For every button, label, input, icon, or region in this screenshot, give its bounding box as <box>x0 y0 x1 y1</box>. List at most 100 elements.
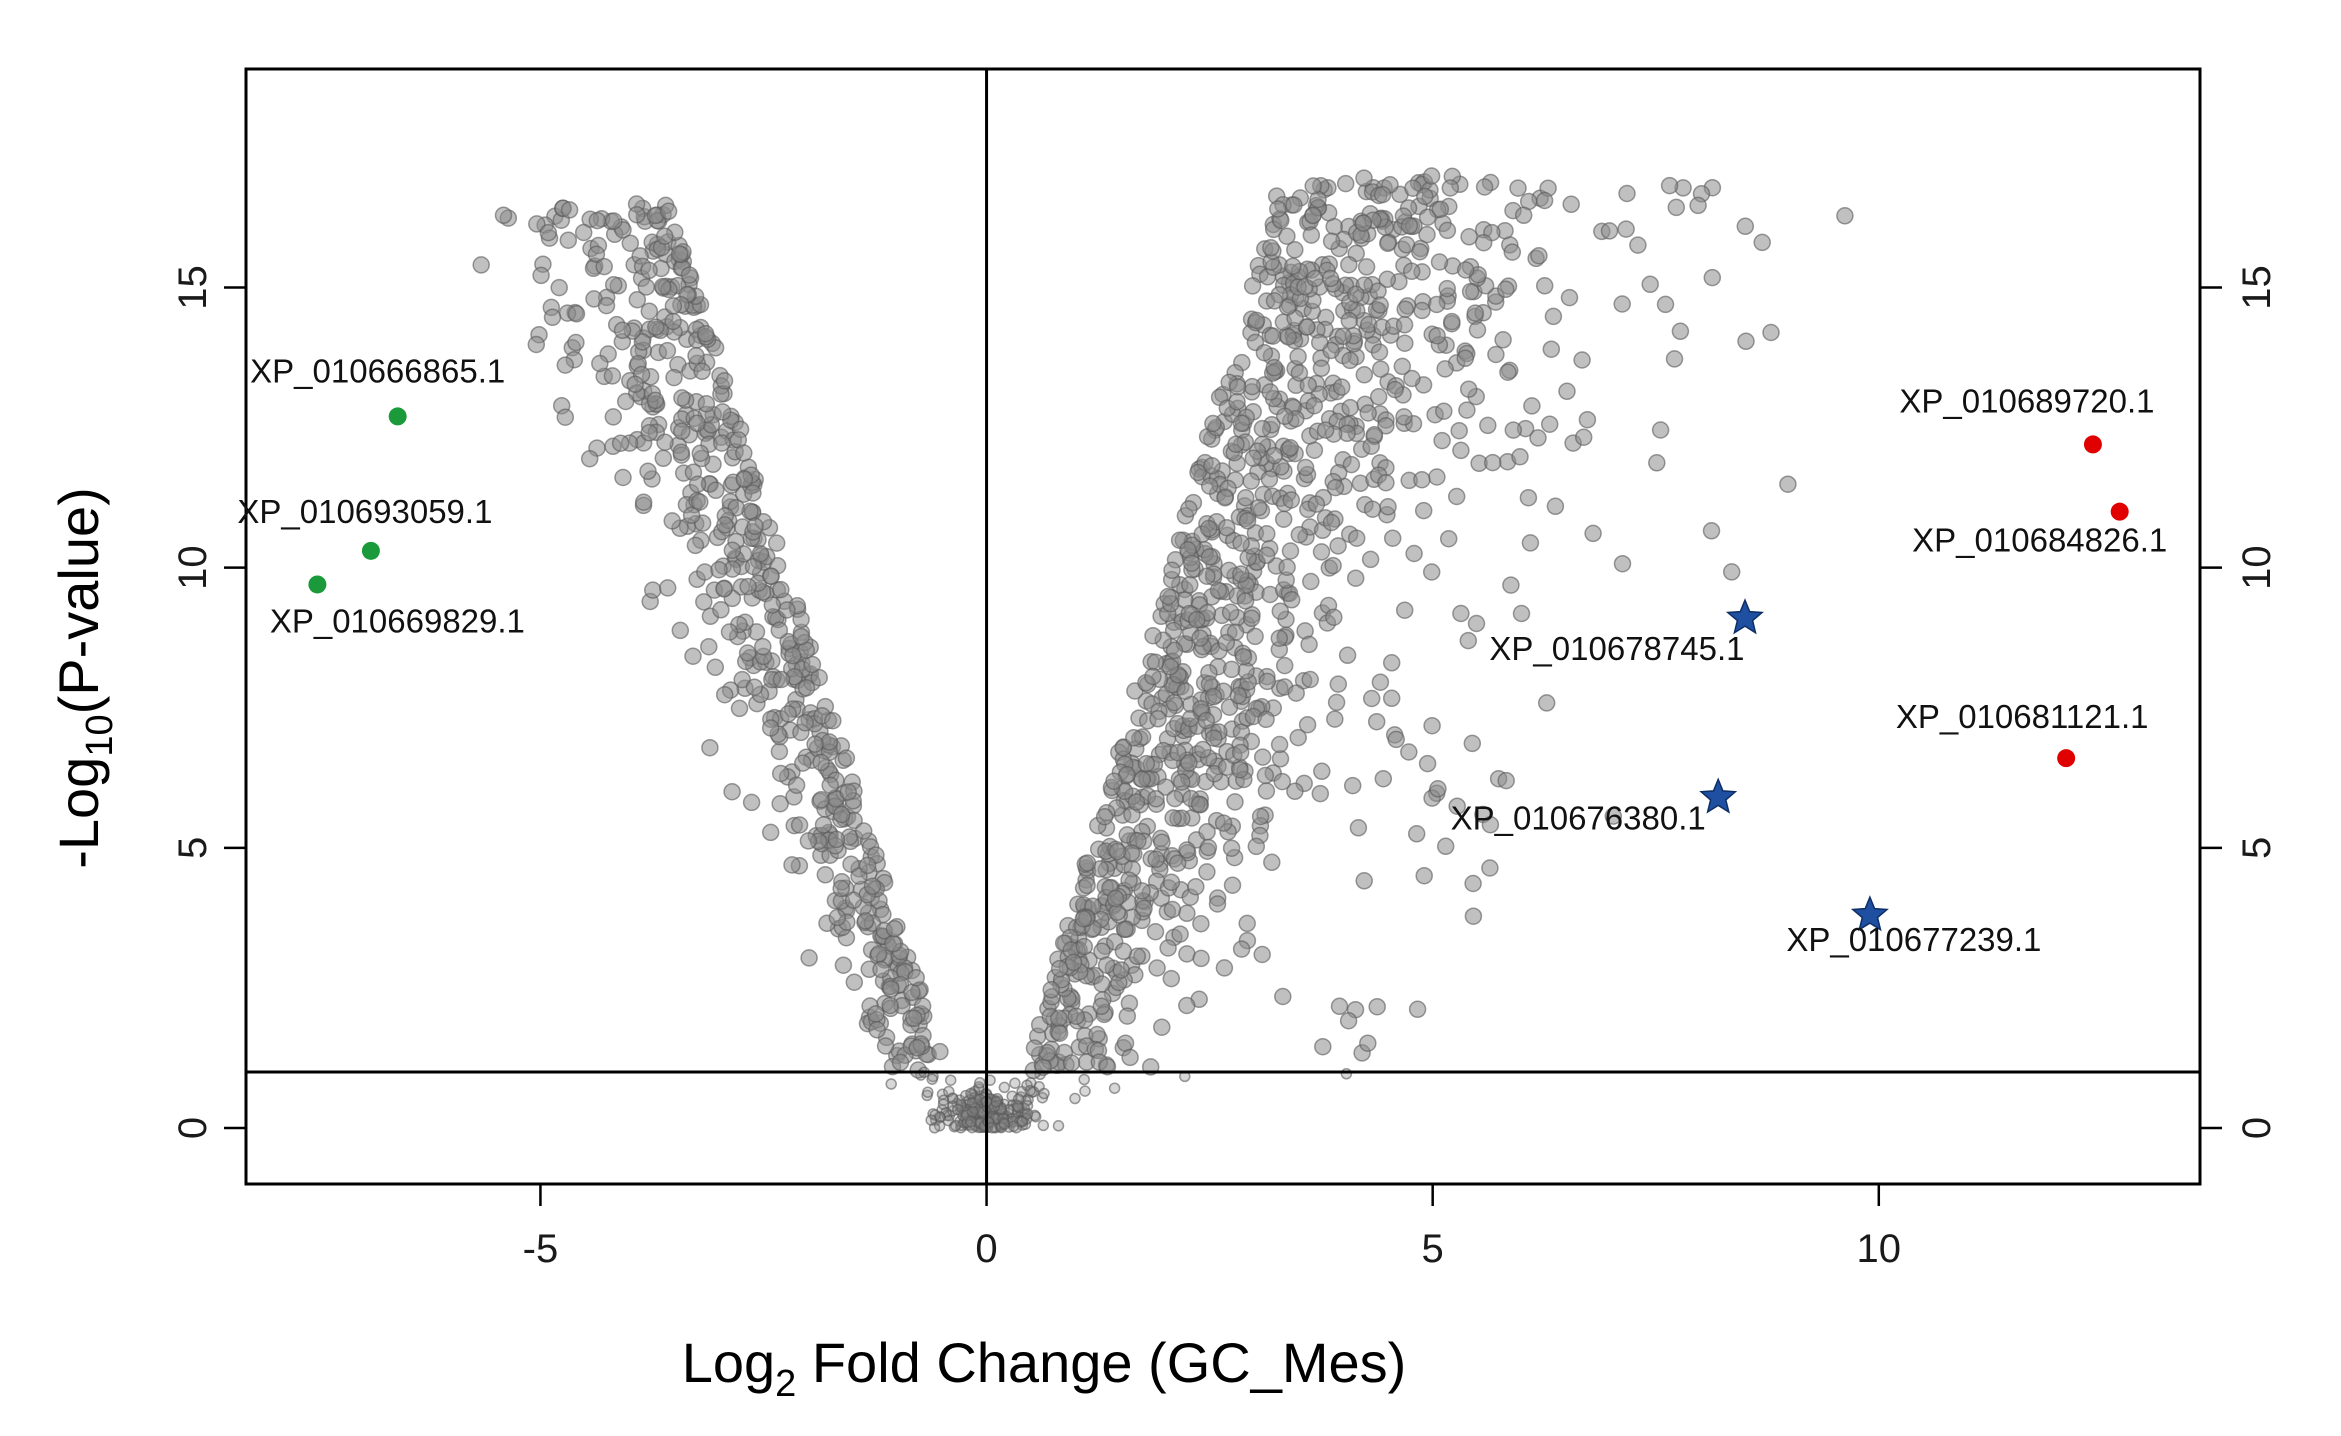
data-point <box>1274 987 1292 1006</box>
data-point <box>744 484 762 502</box>
data-point <box>1164 809 1182 827</box>
data-point <box>1247 837 1266 856</box>
data-point <box>1322 513 1341 532</box>
data-point <box>1422 563 1441 581</box>
data-point <box>797 679 816 697</box>
data-point <box>1223 876 1242 894</box>
data-point <box>1256 766 1275 785</box>
data-point <box>1377 473 1395 492</box>
data-point <box>1153 1018 1171 1036</box>
data-point <box>1236 592 1255 610</box>
data-point <box>1433 431 1451 450</box>
data-point <box>1257 710 1275 729</box>
data-point <box>687 347 705 365</box>
data-point <box>1016 1116 1028 1128</box>
data-point <box>715 372 734 390</box>
data-point <box>1050 1024 1069 1042</box>
data-point <box>1042 981 1060 999</box>
data-point <box>1418 754 1437 773</box>
data-point <box>1163 561 1181 580</box>
data-point <box>767 534 786 552</box>
data-point <box>1282 591 1301 609</box>
x-tick-label: -5 <box>523 1227 559 1271</box>
data-point <box>1689 196 1707 215</box>
data-point <box>1050 1009 1068 1028</box>
data-point <box>682 506 701 525</box>
data-point <box>1383 529 1402 547</box>
data-point <box>1052 1120 1065 1132</box>
data-point <box>1535 191 1554 210</box>
data-point <box>1243 277 1262 295</box>
data-point <box>1209 581 1228 600</box>
data-point <box>812 790 830 809</box>
data-point <box>990 1096 1003 1108</box>
data-point <box>1341 351 1359 370</box>
data-point <box>1231 760 1249 779</box>
data-point <box>998 1118 1011 1131</box>
data-point <box>1468 321 1487 339</box>
data-point <box>1753 233 1771 252</box>
data-point <box>654 449 673 468</box>
data-point <box>720 623 739 641</box>
data-point <box>556 408 575 426</box>
data-point <box>1282 491 1301 509</box>
plot-frame <box>244 67 2202 1186</box>
data-point <box>1537 694 1556 712</box>
data-point <box>706 658 725 677</box>
data-point <box>1651 421 1670 439</box>
data-point <box>1371 296 1389 314</box>
data-point <box>1395 601 1414 619</box>
data-point <box>1443 312 1461 331</box>
data-point <box>1258 525 1276 543</box>
data-point <box>1021 1108 1034 1120</box>
data-point <box>735 470 754 489</box>
data-point <box>1231 743 1250 762</box>
data-point <box>644 581 662 599</box>
data-point <box>1428 468 1446 486</box>
data-point <box>1604 807 1623 825</box>
data-point <box>944 1074 957 1086</box>
data-point <box>837 749 856 767</box>
data-point <box>832 805 851 824</box>
data-point <box>1343 776 1362 795</box>
data-point <box>1452 441 1470 460</box>
data-point <box>1260 470 1279 488</box>
point-label: XP_010684826.1 <box>1912 522 2167 559</box>
data-point <box>1456 261 1475 279</box>
data-point <box>628 205 646 224</box>
data-point <box>1163 900 1182 919</box>
data-point <box>1232 414 1251 433</box>
data-point <box>1299 376 1318 394</box>
data-point <box>868 1021 886 1039</box>
data-point <box>1232 534 1250 552</box>
highlighted-star-point <box>1725 598 1764 635</box>
data-point <box>707 481 725 500</box>
data-point <box>1194 740 1212 759</box>
data-point <box>730 699 749 718</box>
data-point <box>922 1086 934 1098</box>
data-point <box>1251 807 1270 826</box>
data-point <box>1574 428 1593 446</box>
data-point <box>1301 670 1319 689</box>
data-point <box>1540 415 1559 433</box>
data-point <box>1641 275 1659 294</box>
data-point <box>1246 627 1264 646</box>
data-point <box>772 670 791 689</box>
data-point <box>713 434 731 452</box>
data-point <box>1290 525 1309 544</box>
data-point <box>640 261 658 280</box>
data-point <box>1357 258 1376 276</box>
data-point <box>1050 959 1069 978</box>
data-point <box>1275 656 1294 675</box>
data-point <box>1279 328 1297 346</box>
data-point <box>1289 347 1307 366</box>
data-point <box>792 627 810 646</box>
data-point <box>695 593 713 611</box>
data-point <box>1188 610 1206 629</box>
data-point <box>1311 784 1330 803</box>
data-point <box>1342 455 1361 474</box>
data-point <box>634 493 653 511</box>
data-point <box>1438 221 1457 240</box>
data-point <box>872 960 890 979</box>
